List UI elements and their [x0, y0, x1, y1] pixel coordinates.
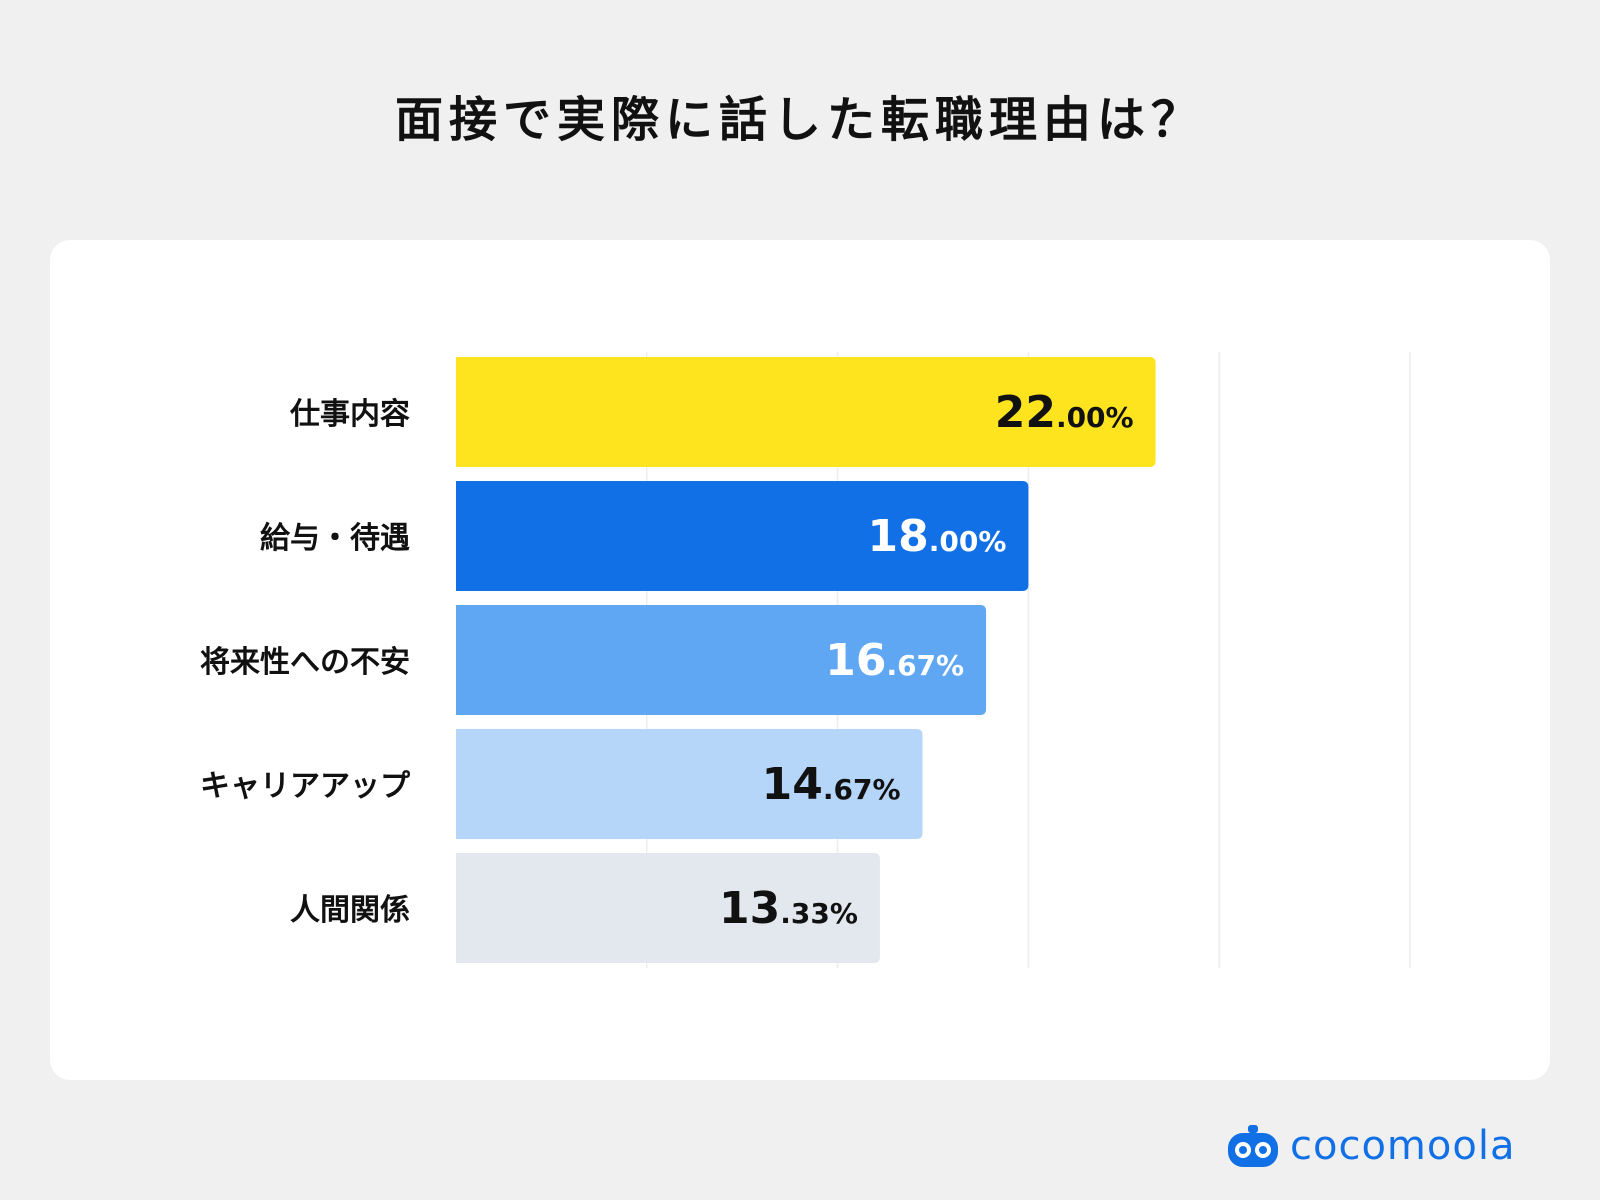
- category-label-5: 人間関係: [290, 893, 410, 928]
- bar-3: [456, 605, 987, 715]
- cocomoola-mascot-icon: [1228, 1125, 1278, 1167]
- chart-card: 仕事内容 給与・待遇 将来性への不安 キャリアアップ 人間関係 22.00% 18.00%…: [50, 240, 1550, 1080]
- chart-title: 面接で実際に話した転職理由は？: [394, 92, 1205, 148]
- category-label-2: 給与・待遇: [260, 521, 410, 556]
- cocomoola-logo: cocomoola: [1226, 1118, 1515, 1174]
- logo-text: cocomoola: [1290, 1123, 1516, 1169]
- bars: [456, 357, 1156, 963]
- category-label-1: 仕事内容: [289, 397, 410, 432]
- bar-5: [456, 853, 880, 963]
- value-labels: 22.00%18.00%16.67%14.67%13.33%: [719, 387, 1134, 934]
- category-label-3: 将来性への不安: [200, 645, 410, 680]
- value-label-int: 16: [825, 635, 886, 686]
- value-label-1: 22.00%: [995, 387, 1134, 438]
- value-label-3: 16.67%: [825, 635, 964, 686]
- value-label-int: 22: [995, 387, 1056, 438]
- value-label-int: 14: [762, 759, 823, 810]
- value-label-frac: .00%: [1056, 401, 1134, 434]
- bar-4: [456, 729, 923, 839]
- bar-2: [456, 481, 1029, 591]
- value-label-frac: .67%: [886, 649, 964, 682]
- value-label-int: 18: [868, 511, 929, 562]
- value-label-frac: .33%: [780, 897, 858, 930]
- value-label-int: 13: [719, 883, 780, 934]
- value-label-5: 13.33%: [719, 883, 858, 934]
- value-label-2: 18.00%: [868, 511, 1007, 562]
- value-label-frac: .67%: [823, 773, 901, 806]
- category-label-4: キャリアアップ: [200, 769, 411, 804]
- value-label-frac: .00%: [929, 525, 1007, 558]
- bar-1: [456, 357, 1156, 467]
- value-label-4: 14.67%: [762, 759, 901, 810]
